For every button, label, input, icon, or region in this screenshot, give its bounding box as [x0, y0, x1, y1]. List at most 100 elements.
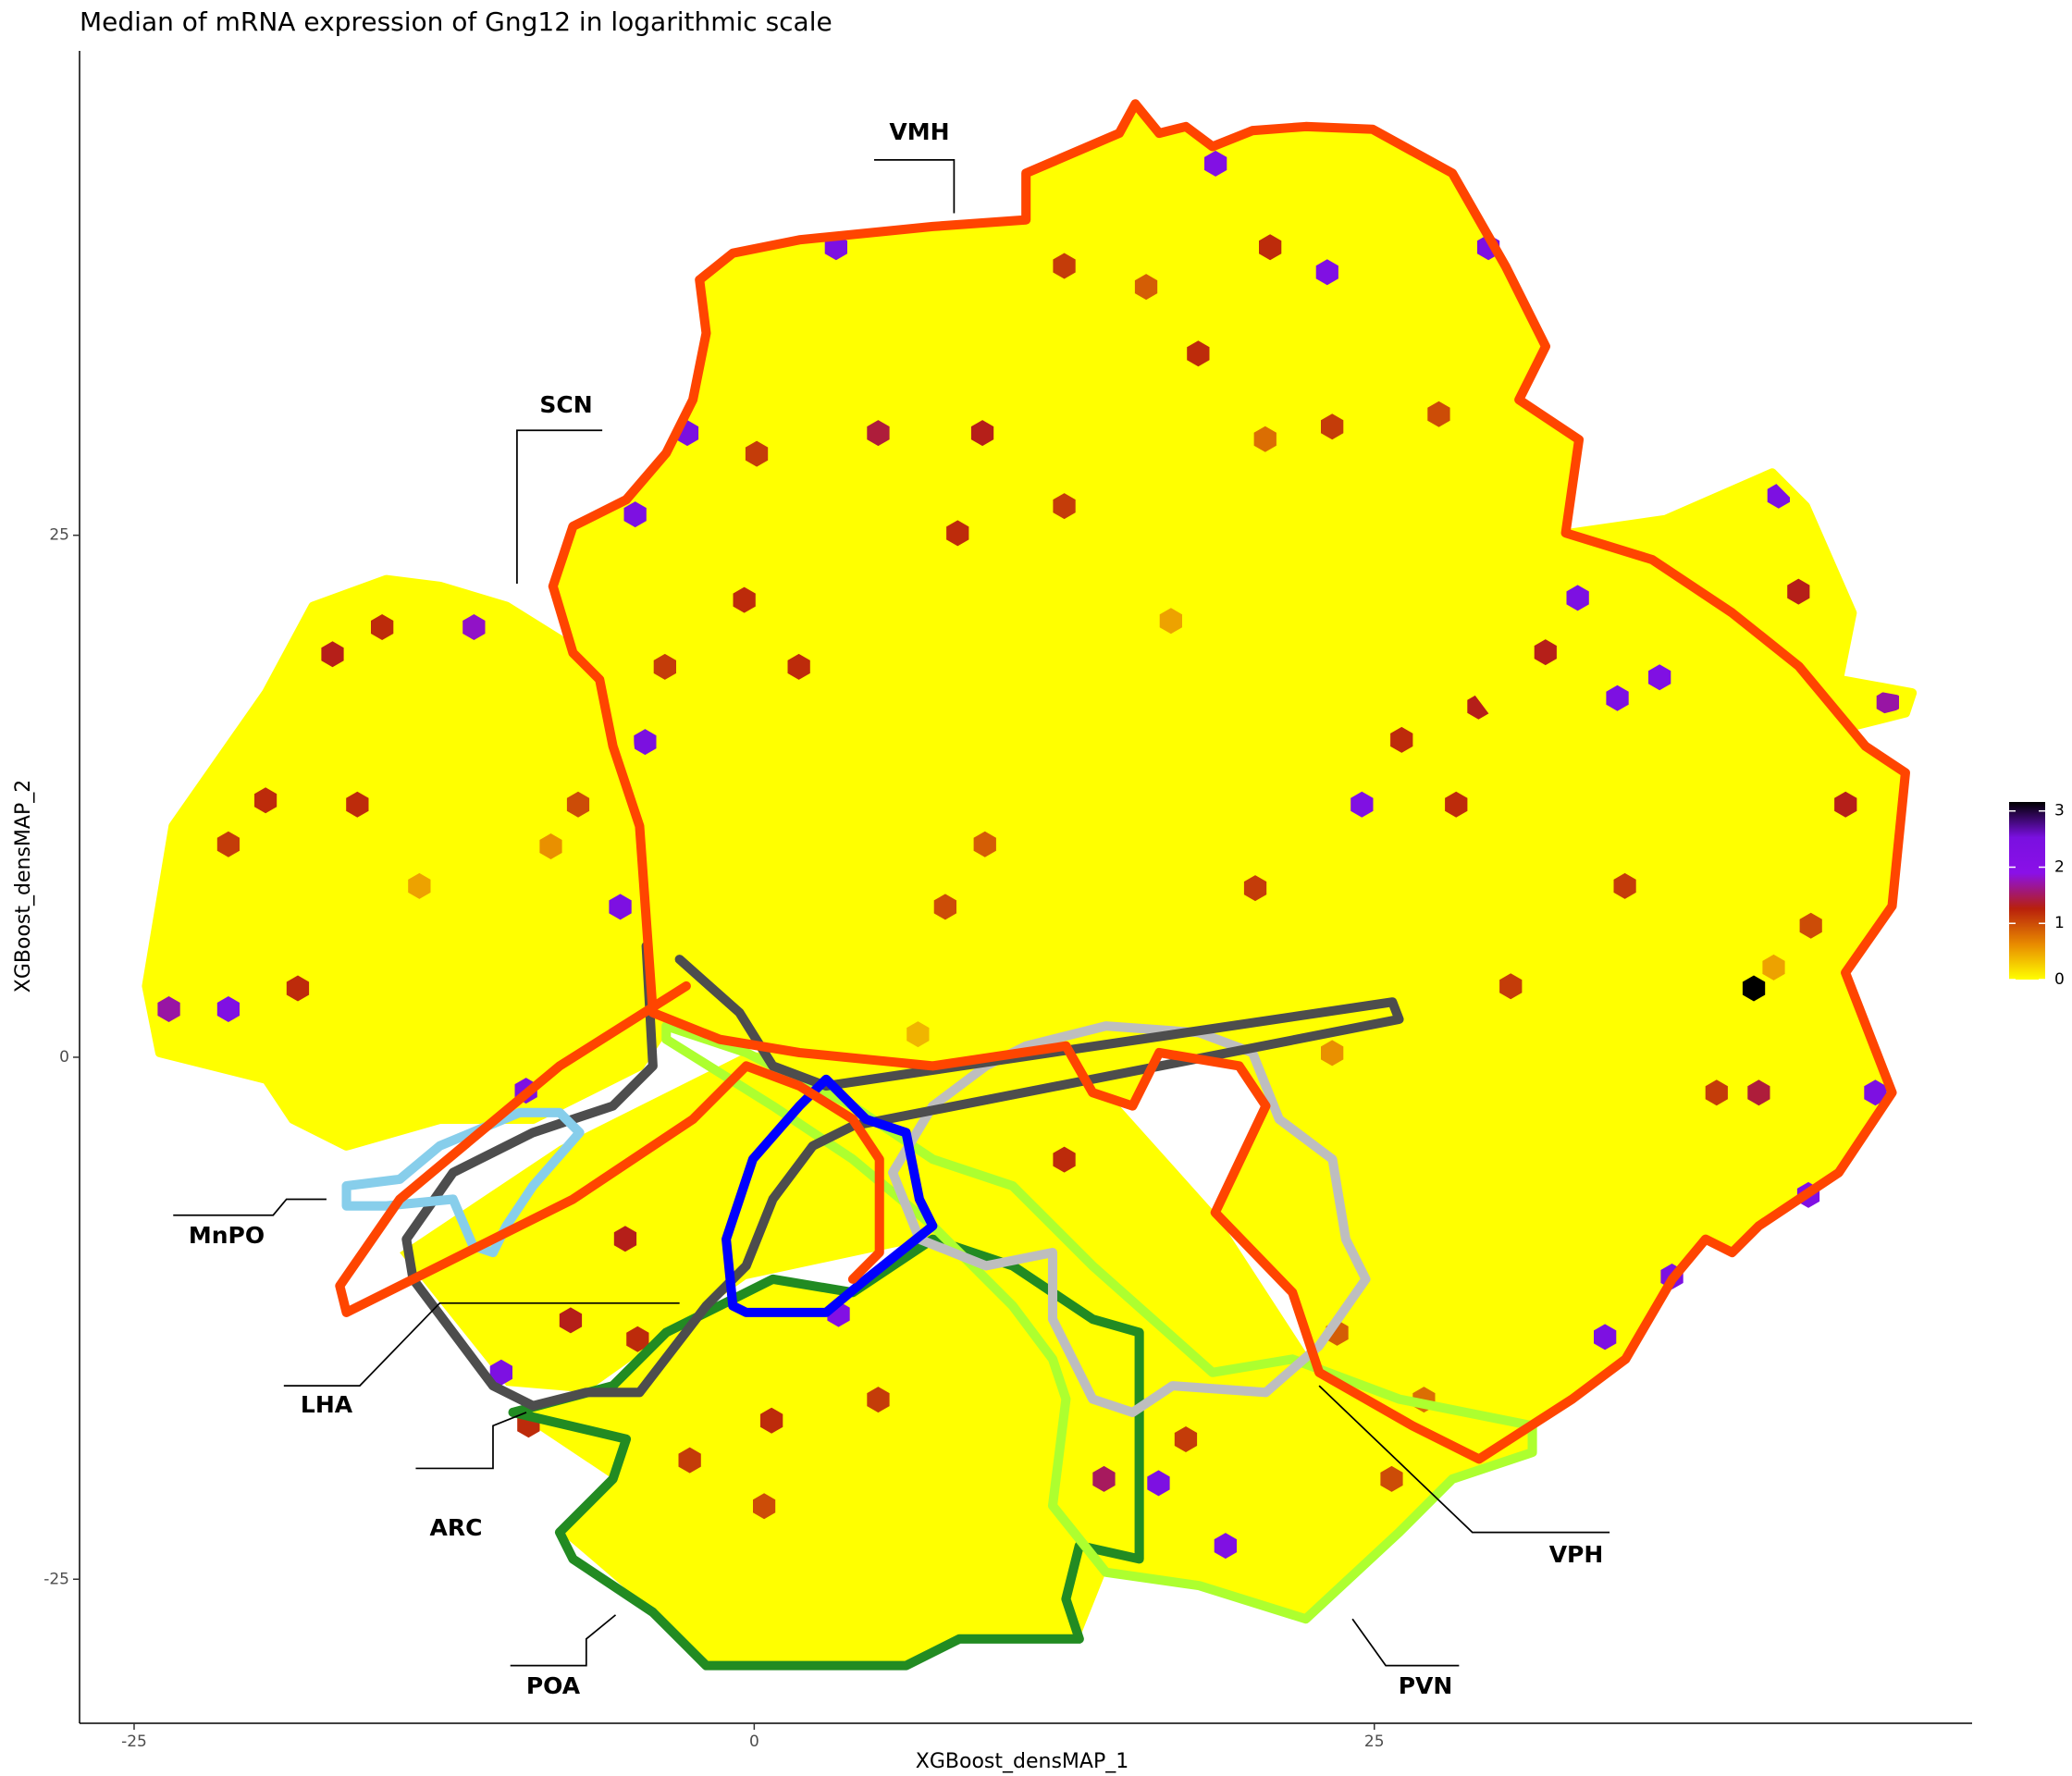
leader-line: [1351, 1618, 1460, 1667]
hex-cell: [489, 1359, 512, 1386]
hex-cell: [1214, 1533, 1237, 1560]
hex-cell: [1427, 401, 1450, 427]
hex-cell: [321, 641, 344, 668]
y-tick-label: -25: [43, 1570, 69, 1588]
colorbar-tick-label: 2: [2054, 857, 2065, 876]
region-label: MnPO: [189, 1222, 265, 1249]
hex-cell: [753, 1493, 776, 1520]
hex-cell: [1159, 608, 1182, 635]
hex-cell: [1147, 1470, 1170, 1497]
hex-cell: [346, 791, 369, 818]
hexes: [157, 150, 1899, 1560]
hex-cell: [1134, 274, 1158, 301]
hex-cell: [933, 894, 956, 920]
leader-line: [510, 1614, 617, 1667]
x-tick-label: -25: [121, 1733, 147, 1751]
hex-cell: [1174, 1426, 1198, 1452]
region-label: VMH: [889, 118, 949, 145]
hex-cell: [371, 614, 394, 640]
hex-cell: [1499, 973, 1523, 1000]
hex-cell: [1613, 872, 1636, 899]
hex-cell: [1253, 426, 1276, 452]
hex-cell: [1594, 1324, 1617, 1350]
region-label: POA: [526, 1672, 581, 1699]
hex-cell: [1053, 493, 1076, 520]
hex-cell: [609, 894, 632, 920]
hex-cell: [1053, 1146, 1076, 1173]
hex-cell: [1380, 1465, 1403, 1492]
hex-cell: [906, 1021, 930, 1048]
hex-cell: [1787, 578, 1810, 605]
outline-lha: [401, 941, 1404, 1411]
hex-cell: [946, 520, 969, 547]
hex-cell: [559, 1307, 583, 1334]
y-tick-label: 25: [49, 526, 69, 545]
region-label: ARC: [430, 1514, 483, 1541]
hex-cell: [216, 831, 240, 857]
hex-cell: [1321, 413, 1344, 440]
chart-title: Median of mRNA expression of Gng12 in lo…: [80, 6, 832, 37]
hex-cell: [626, 1326, 649, 1352]
hex-cell: [970, 420, 994, 447]
y-axis-label: XGBoost_densMAP_2: [12, 780, 35, 993]
hex-cell: [1648, 664, 1671, 691]
x-tick-label: 25: [1364, 1733, 1385, 1751]
region-label: VPH: [1549, 1541, 1604, 1568]
hex-cell: [1187, 340, 1210, 367]
hex-cell: [1092, 1465, 1116, 1492]
hex-cell: [1705, 1079, 1728, 1106]
hex-cell: [1259, 234, 1282, 261]
hex-cell: [1204, 150, 1227, 177]
region-label: PVN: [1399, 1672, 1453, 1699]
hex-cell: [1315, 259, 1338, 286]
hex-cell: [1876, 689, 1899, 716]
y-tick-label: 0: [59, 1048, 69, 1067]
hex-cell: [1799, 912, 1822, 939]
outline-yellow: [142, 574, 672, 1151]
hex-cell: [286, 975, 310, 1002]
hex-cell: [745, 440, 769, 467]
region-fills: [146, 104, 1913, 1666]
region-label: SCN: [539, 391, 592, 418]
leader-line: [873, 158, 956, 214]
hex-cell: [566, 791, 590, 818]
hex-cell: [678, 1447, 701, 1474]
hex-cell: [623, 501, 647, 528]
axes: -25 0 25 -25 0 25 0 1 2 3: [43, 51, 2065, 1751]
colorbar-tick-label: 0: [2054, 970, 2065, 989]
hex-cell: [1747, 1079, 1770, 1106]
hex-cell: [1606, 684, 1629, 711]
hex-cell: [867, 1387, 890, 1413]
region-labels: [173, 158, 1610, 1667]
region-fill: [146, 579, 667, 1146]
hex-cell: [1566, 585, 1589, 611]
hex-cell: [1834, 791, 1857, 818]
leader-line: [173, 1198, 327, 1216]
hex-cell: [1864, 1079, 1887, 1106]
leader-line: [283, 1301, 680, 1387]
hex-cell: [787, 653, 810, 680]
hex-cell: [1445, 791, 1468, 818]
leader-line: [415, 1412, 527, 1470]
hex-cell: [254, 787, 278, 814]
hex-cell: [1742, 975, 1766, 1002]
region-label: LHA: [301, 1391, 353, 1418]
hex-cell: [157, 996, 180, 1022]
colorbar-tick-label: 1: [2054, 914, 2065, 932]
hex-cell: [1762, 954, 1785, 980]
outline-red: [335, 980, 884, 1317]
colorbar: [2009, 802, 2045, 980]
hex-cell: [613, 1226, 637, 1252]
hex-cell: [539, 833, 562, 859]
region-fill: [1478, 473, 1913, 800]
x-tick-label: 0: [749, 1733, 759, 1751]
outline-arc: [722, 1074, 938, 1317]
hex-cell: [1350, 791, 1374, 818]
outline-vph: [888, 1021, 1371, 1417]
hex-cell: [634, 729, 657, 756]
hex-cell: [760, 1407, 783, 1434]
hex-cell: [1243, 875, 1267, 902]
leader-line: [516, 429, 603, 584]
hex-cell: [973, 831, 996, 857]
